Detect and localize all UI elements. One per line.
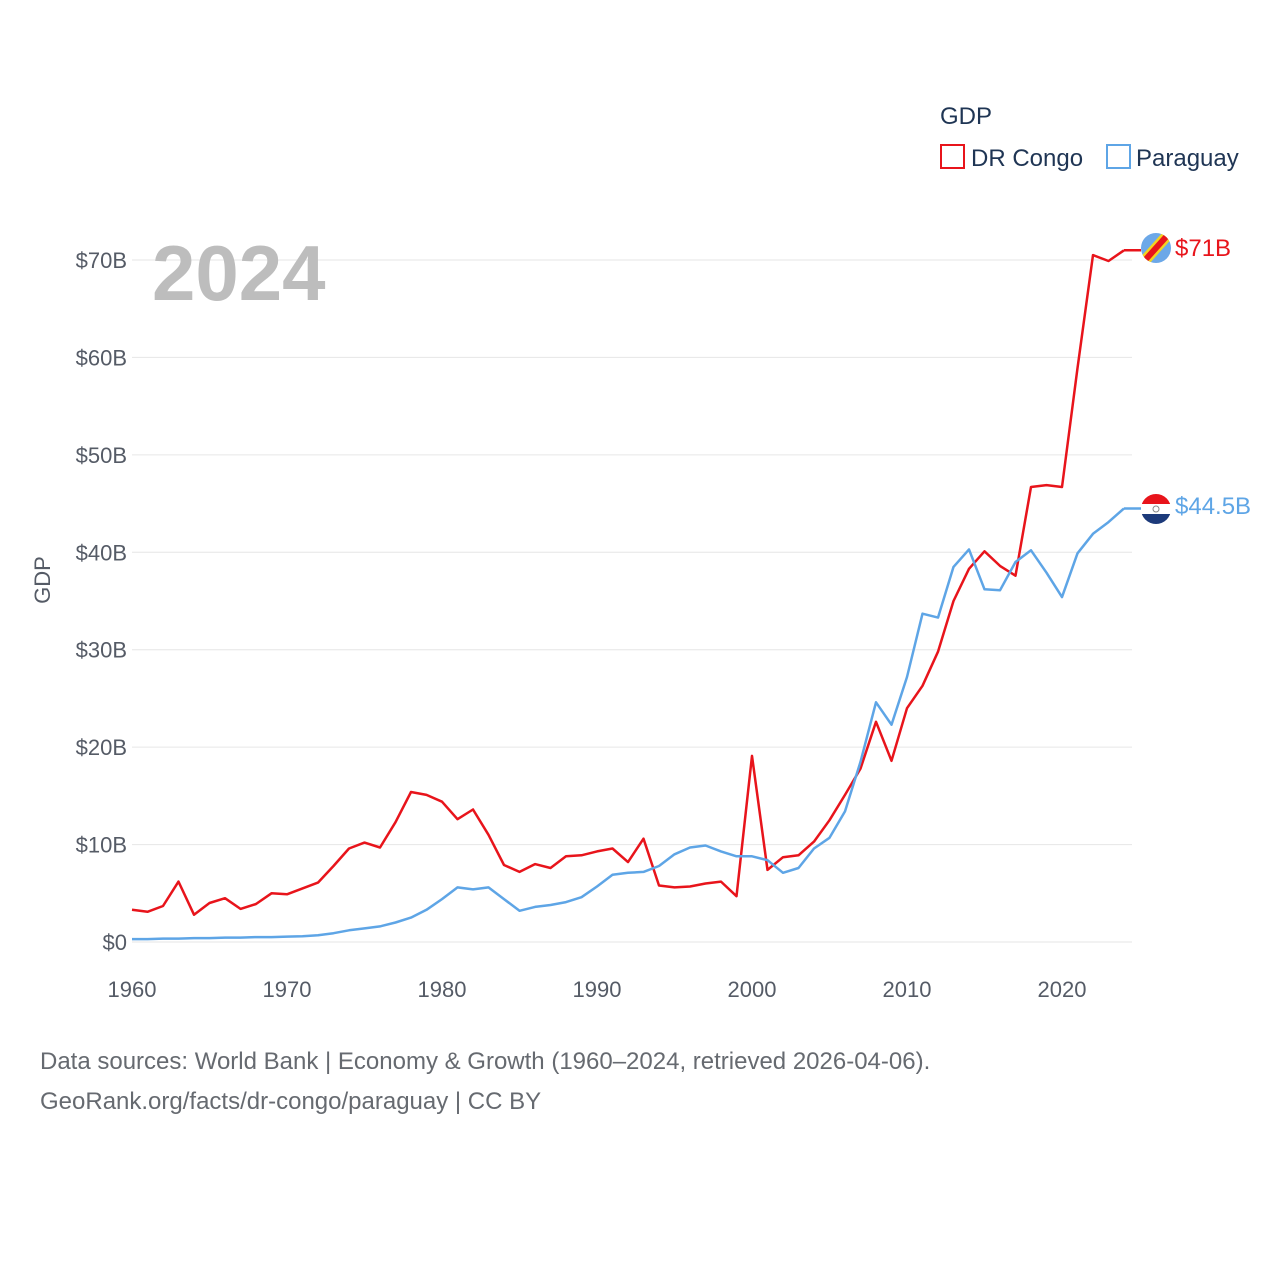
x-tick-label: 1990 [573,977,622,1002]
y-tick-label: $0 [103,930,127,955]
source-line-1: Data sources: World Bank | Economy & Gro… [40,1048,931,1075]
legend-title: GDP [940,103,992,130]
y-tick-label: $50B [76,443,127,468]
legend: GDP DR Congo Paraguay [940,103,1239,172]
source-note: Data sources: World Bank | Economy & Gro… [40,1042,930,1122]
series-lines [131,249,1141,941]
y-tick-label: $70B [76,248,127,273]
y-axis-ticks: $0 $10B $20B $30B $40B $50B $60B $70B [76,248,127,955]
gdp-line-chart: $0$10B$20B$30B$40B$50B$60B$70B 1960 1970 1… [30,103,1251,1002]
dr-congo-flag-icon [1141,233,1171,263]
series-line-paraguay[interactable] [132,507,1125,941]
source-line-2[interactable]: GeoRank.org/facts/dr-congo/paraguay | CC… [40,1088,542,1115]
y-axis-label: GDP [30,556,55,604]
y-tick-label: $10B [76,833,127,858]
series-line-dr-congo[interactable] [131,249,1125,916]
current-year-label: 2024 [152,229,326,317]
legend-label-paraguay[interactable]: Paraguay [1136,145,1239,172]
gridlines [132,259,1132,943]
x-tick-label: 2000 [728,977,777,1002]
x-tick-label: 1970 [263,977,312,1002]
end-label-dr-congo: $71B [1175,235,1231,262]
y-tick-label: $40B [76,540,127,565]
x-tick-label: 1960 [108,977,157,1002]
legend-label-dr-congo[interactable]: DR Congo [971,145,1083,172]
legend-swatch-dr-congo[interactable] [940,144,965,169]
x-axis-ticks: 1960 1970 1980 1990 2000 2010 2020 [108,977,1087,1002]
legend-swatch-paraguay[interactable] [1106,144,1131,169]
x-tick-label: 2010 [883,977,932,1002]
y-tick-label: $30B [76,638,127,663]
x-tick-label: 1980 [418,977,467,1002]
x-tick-label: 2020 [1038,977,1087,1002]
y-tick-label: $20B [76,735,127,760]
end-label-paraguay: $44.5B [1175,493,1251,520]
y-tick-label: $60B [76,345,127,370]
paraguay-flag-icon [1141,494,1171,524]
